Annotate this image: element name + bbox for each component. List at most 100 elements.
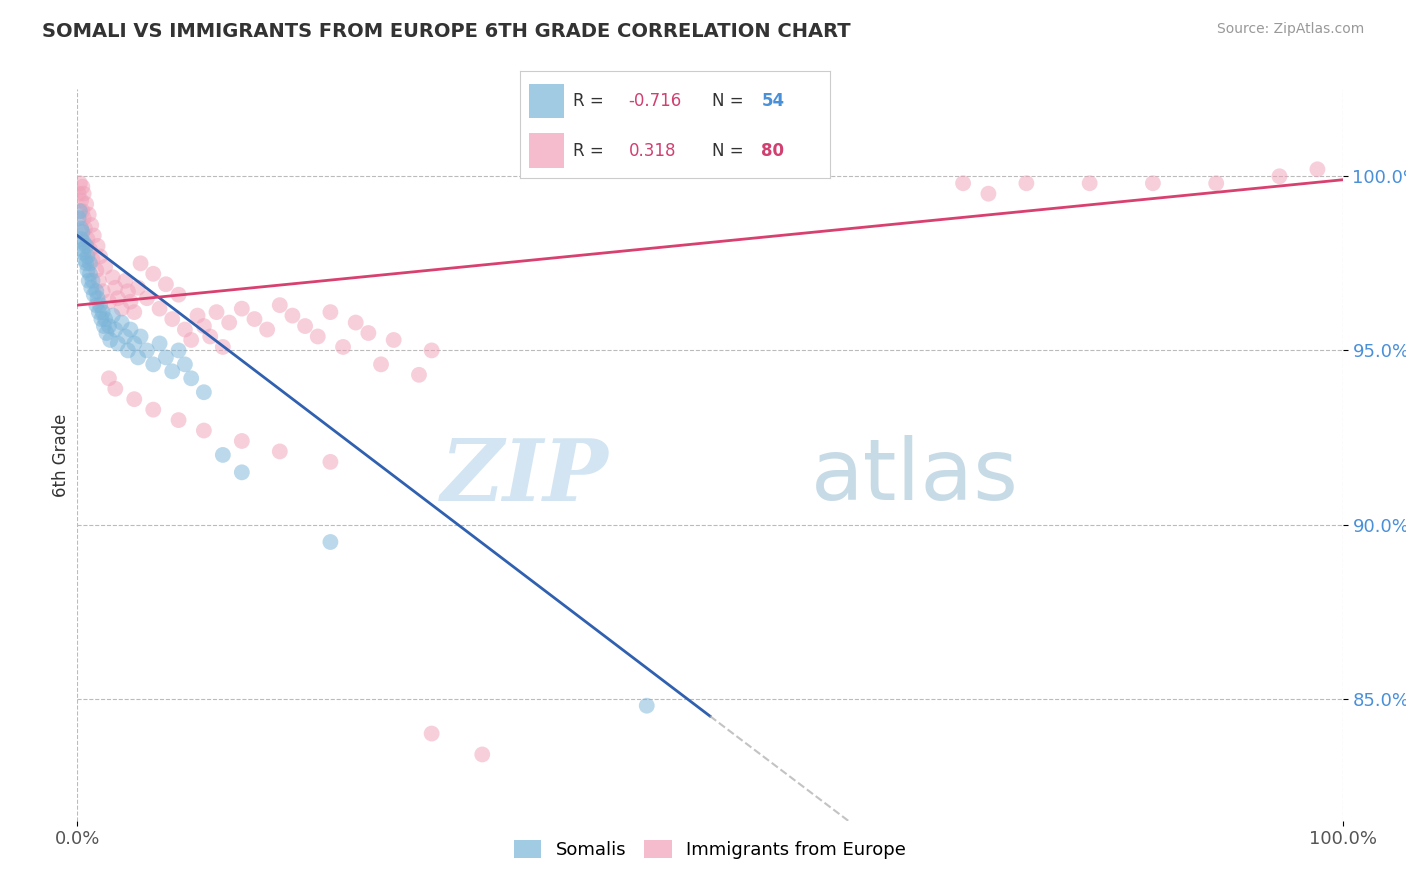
Point — [72, 204, 94, 219]
Point — [86, 298, 108, 312]
Point — [76, 263, 98, 277]
Point — [174, 357, 197, 371]
Point — [1142, 176, 1164, 190]
Point — [79, 267, 101, 281]
Point — [269, 298, 291, 312]
Text: R =: R = — [572, 142, 614, 160]
Point — [231, 466, 253, 480]
Point — [382, 333, 405, 347]
Text: SOMALI VS IMMIGRANTS FROM EUROPE 6TH GRADE CORRELATION CHART: SOMALI VS IMMIGRANTS FROM EUROPE 6TH GRA… — [42, 22, 851, 41]
Point — [87, 305, 110, 319]
Point — [200, 329, 222, 343]
Point — [136, 343, 159, 358]
Point — [82, 274, 104, 288]
Point — [73, 246, 96, 260]
Text: Source: ZipAtlas.com: Source: ZipAtlas.com — [1216, 22, 1364, 37]
Point — [129, 329, 152, 343]
Point — [193, 319, 215, 334]
Point — [67, 211, 90, 225]
Point — [162, 364, 183, 378]
Point — [167, 413, 190, 427]
Point — [70, 194, 93, 208]
Point — [114, 274, 136, 288]
Point — [180, 333, 202, 347]
Point — [1205, 176, 1227, 190]
Point — [75, 239, 97, 253]
Point — [69, 176, 91, 190]
Point — [180, 371, 202, 385]
Point — [319, 535, 342, 549]
Point — [281, 309, 304, 323]
Point — [1015, 176, 1038, 190]
Point — [124, 305, 146, 319]
Point — [76, 249, 98, 263]
Point — [218, 316, 240, 330]
Point — [319, 305, 342, 319]
Point — [87, 274, 110, 288]
Point — [142, 402, 165, 417]
Point — [117, 343, 139, 358]
Point — [174, 322, 197, 336]
Point — [79, 256, 101, 270]
Point — [162, 312, 183, 326]
Point — [127, 351, 149, 365]
Point — [76, 232, 98, 246]
Point — [117, 284, 139, 298]
Text: N =: N = — [711, 93, 749, 111]
Point — [186, 309, 209, 323]
Point — [96, 326, 118, 340]
Point — [104, 322, 127, 336]
Point — [124, 392, 146, 407]
Point — [167, 287, 190, 301]
Point — [80, 281, 103, 295]
Point — [193, 385, 215, 400]
Point — [231, 434, 253, 448]
FancyBboxPatch shape — [530, 84, 564, 119]
Point — [636, 698, 658, 713]
Point — [72, 179, 94, 194]
Point — [86, 284, 108, 298]
Point — [90, 312, 112, 326]
Point — [344, 316, 367, 330]
Point — [72, 225, 94, 239]
Point — [83, 287, 105, 301]
Point — [357, 326, 380, 340]
Point — [155, 351, 177, 365]
Point — [91, 284, 114, 298]
Text: 0.318: 0.318 — [628, 142, 676, 160]
Point — [136, 291, 159, 305]
Point — [205, 305, 228, 319]
Point — [107, 291, 129, 305]
Point — [420, 343, 443, 358]
Point — [82, 252, 104, 267]
Point — [408, 368, 430, 382]
Point — [127, 281, 149, 295]
Text: 80: 80 — [762, 142, 785, 160]
Point — [104, 382, 127, 396]
Point — [471, 747, 494, 762]
Point — [149, 336, 172, 351]
Point — [86, 263, 108, 277]
Point — [73, 235, 96, 250]
Point — [111, 301, 132, 316]
Point — [70, 232, 93, 246]
Point — [1268, 169, 1291, 184]
Point — [94, 260, 117, 274]
Point — [104, 281, 127, 295]
Y-axis label: 6th Grade: 6th Grade — [52, 413, 70, 497]
Point — [75, 256, 97, 270]
Point — [149, 301, 172, 316]
Point — [101, 270, 124, 285]
Point — [243, 312, 266, 326]
Point — [120, 322, 142, 336]
Text: 54: 54 — [762, 93, 785, 111]
Point — [142, 357, 165, 371]
Point — [167, 343, 190, 358]
Point — [79, 243, 101, 257]
Text: ZIP: ZIP — [441, 435, 609, 518]
Point — [98, 319, 120, 334]
Point — [211, 340, 233, 354]
Point — [952, 176, 974, 190]
Point — [94, 312, 117, 326]
Point — [101, 309, 124, 323]
